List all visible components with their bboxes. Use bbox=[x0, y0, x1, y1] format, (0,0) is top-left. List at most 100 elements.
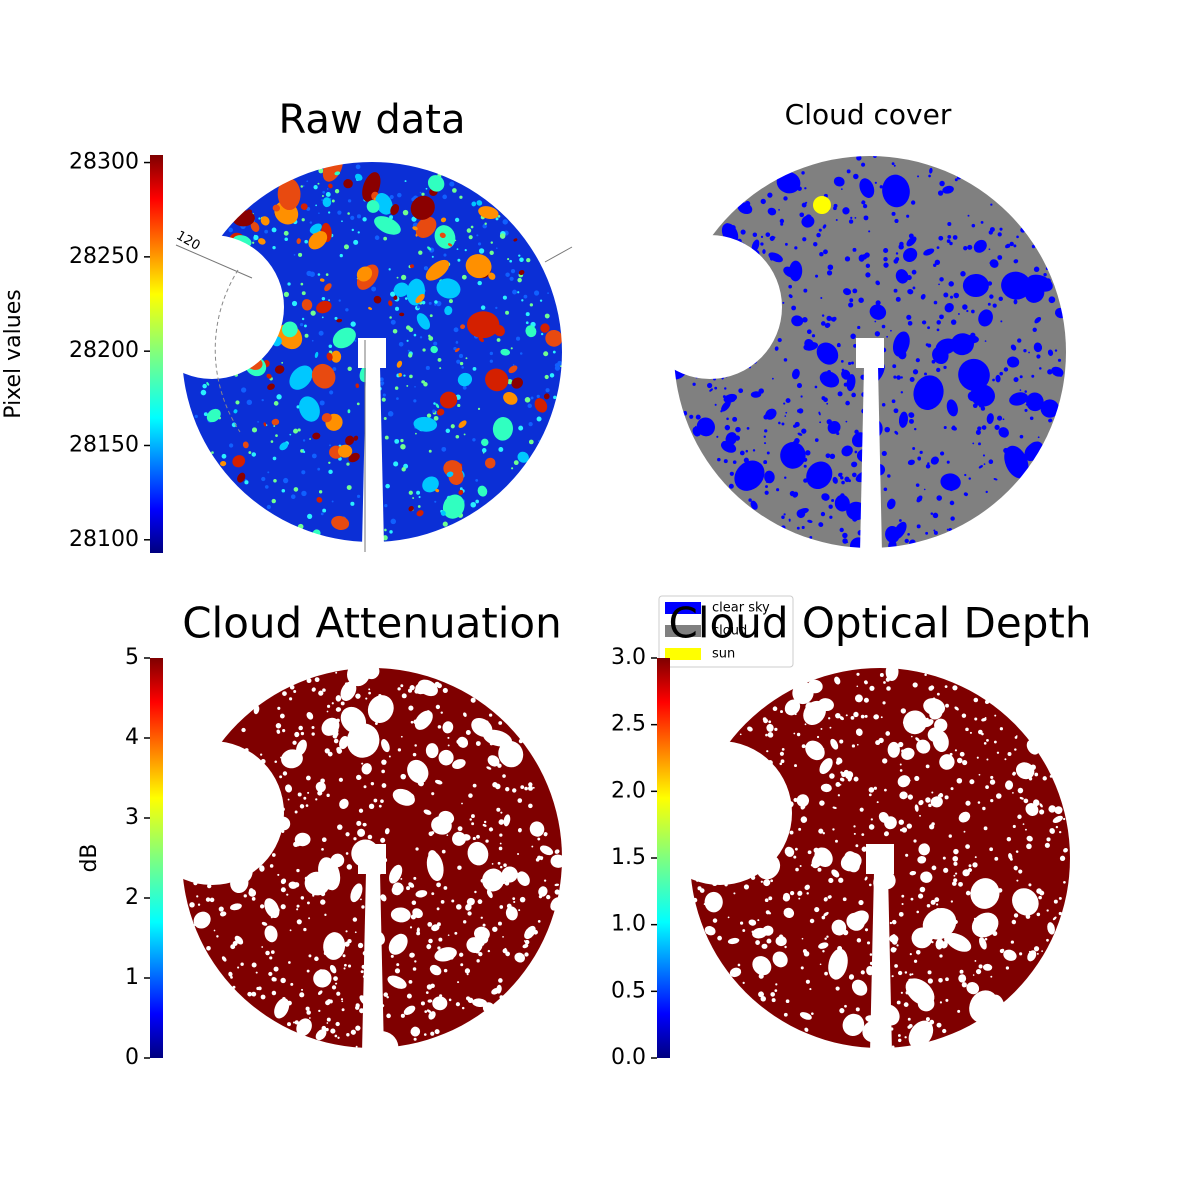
image-blob bbox=[472, 998, 488, 1008]
image-speck bbox=[301, 218, 305, 222]
image-blob bbox=[866, 965, 875, 976]
image-speck bbox=[398, 341, 404, 347]
image-speck bbox=[933, 530, 938, 535]
image-speck bbox=[717, 841, 723, 848]
image-speck bbox=[885, 731, 891, 736]
image-speck bbox=[421, 192, 425, 196]
image-blob bbox=[676, 337, 698, 359]
image-speck bbox=[297, 792, 302, 797]
image-speck bbox=[536, 394, 540, 399]
tick-label: 3 bbox=[125, 805, 139, 830]
image-speck bbox=[475, 499, 479, 504]
image-speck bbox=[302, 450, 306, 454]
image-speck bbox=[416, 305, 420, 309]
image-speck bbox=[881, 403, 886, 407]
image-blob bbox=[951, 426, 957, 431]
image-speck bbox=[293, 690, 297, 693]
image-speck bbox=[819, 251, 824, 257]
image-speck bbox=[463, 433, 466, 436]
image-speck bbox=[456, 359, 461, 364]
image-speck bbox=[435, 704, 441, 710]
image-speck bbox=[346, 485, 352, 491]
image-speck bbox=[851, 472, 857, 478]
image-blob bbox=[1039, 803, 1043, 808]
image-blob bbox=[776, 171, 801, 194]
image-speck bbox=[1023, 798, 1029, 804]
image-speck bbox=[873, 500, 877, 504]
image-speck bbox=[965, 844, 970, 849]
image-speck bbox=[236, 790, 242, 796]
image-speck bbox=[321, 316, 324, 319]
image-speck bbox=[371, 511, 377, 517]
image-speck bbox=[868, 787, 875, 793]
image-blob bbox=[415, 216, 437, 238]
image-speck bbox=[767, 759, 773, 766]
image-blob bbox=[1013, 865, 1018, 871]
image-speck bbox=[411, 900, 417, 906]
image-blob bbox=[206, 382, 210, 386]
image-speck bbox=[735, 426, 741, 433]
image-speck bbox=[835, 218, 838, 221]
image-speck bbox=[415, 847, 419, 851]
panel-title: Cloud Optical Depth bbox=[669, 599, 1092, 648]
image-blob bbox=[873, 874, 883, 890]
image-speck bbox=[976, 756, 979, 759]
image-speck bbox=[697, 300, 701, 304]
image-speck bbox=[297, 428, 301, 432]
image-speck bbox=[544, 313, 550, 319]
image-speck bbox=[870, 458, 874, 462]
image-speck bbox=[964, 473, 967, 477]
image-speck bbox=[1039, 809, 1045, 815]
image-speck bbox=[997, 255, 1003, 260]
image-speck bbox=[1053, 899, 1058, 904]
image-speck bbox=[408, 327, 414, 333]
tick-label: 1 bbox=[125, 965, 139, 990]
image-speck bbox=[785, 398, 791, 404]
image-speck bbox=[695, 333, 698, 336]
image-speck bbox=[760, 311, 763, 314]
image-speck bbox=[384, 504, 388, 508]
image-blob bbox=[876, 870, 881, 875]
image-blob bbox=[1015, 762, 1035, 780]
image-speck bbox=[455, 434, 460, 439]
image-speck bbox=[440, 711, 443, 714]
image-blob bbox=[408, 882, 415, 888]
image-speck bbox=[326, 704, 331, 708]
image-blob bbox=[351, 839, 380, 868]
image-speck bbox=[820, 296, 823, 300]
image-speck bbox=[936, 495, 943, 501]
image-speck bbox=[334, 189, 340, 194]
image-speck bbox=[428, 449, 432, 453]
image-speck bbox=[900, 376, 903, 379]
image-speck bbox=[739, 450, 745, 456]
image-blob bbox=[309, 223, 322, 234]
image-blob bbox=[192, 786, 200, 795]
image-blob bbox=[279, 442, 289, 451]
image-speck bbox=[896, 944, 899, 947]
image-speck bbox=[277, 795, 283, 801]
image-speck bbox=[293, 254, 296, 256]
image-blob bbox=[388, 933, 408, 955]
image-speck bbox=[1036, 952, 1039, 955]
image-speck bbox=[971, 309, 975, 314]
image-speck bbox=[891, 1045, 895, 1049]
image-speck bbox=[771, 819, 778, 826]
image-blob bbox=[452, 831, 467, 846]
image-blob bbox=[326, 352, 333, 361]
image-blob bbox=[982, 963, 993, 971]
image-blob bbox=[253, 705, 260, 715]
image-speck bbox=[530, 396, 534, 400]
image-speck bbox=[983, 463, 986, 465]
image-speck bbox=[783, 513, 786, 516]
image-speck bbox=[375, 910, 381, 916]
image-speck bbox=[229, 257, 232, 261]
image-speck bbox=[436, 683, 442, 689]
image-speck bbox=[341, 220, 343, 223]
image-speck bbox=[301, 490, 307, 497]
image-speck bbox=[1033, 946, 1040, 952]
image-speck bbox=[724, 883, 728, 887]
image-blob bbox=[894, 430, 899, 435]
image-speck bbox=[907, 1017, 911, 1021]
image-speck bbox=[869, 685, 875, 691]
image-speck bbox=[512, 897, 516, 901]
